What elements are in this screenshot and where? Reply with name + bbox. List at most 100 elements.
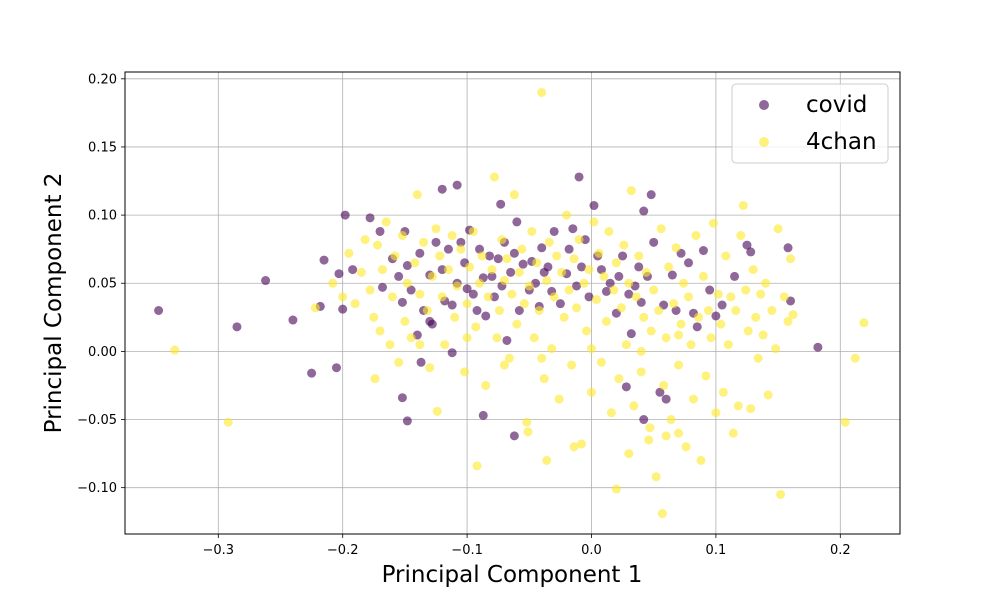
4chan-point xyxy=(582,326,592,336)
4chan-point xyxy=(783,316,793,326)
4chan-point xyxy=(753,353,763,363)
4chan-point xyxy=(679,278,689,288)
4chan-point xyxy=(619,240,629,250)
4chan-point xyxy=(674,428,684,438)
covid-point xyxy=(447,300,457,310)
4chan-point xyxy=(522,417,532,427)
4chan-point xyxy=(621,340,631,350)
4chan-point xyxy=(460,367,470,377)
y-axis-label: Principal Component 2 xyxy=(41,173,67,434)
covid-point xyxy=(639,206,649,216)
4chan-point xyxy=(701,371,711,381)
legend-label-4chan: 4chan xyxy=(806,129,877,155)
4chan-point xyxy=(432,406,442,416)
covid-point xyxy=(481,311,491,321)
4chan-point xyxy=(654,305,664,315)
covid-point xyxy=(543,262,553,272)
covid-point xyxy=(437,265,447,275)
covid-point xyxy=(624,289,634,299)
x-tick-label: −0.1 xyxy=(451,543,483,558)
covid-point xyxy=(402,416,412,426)
4chan-point xyxy=(771,344,781,354)
4chan-point xyxy=(664,262,674,272)
4chan-point xyxy=(547,344,557,354)
4chan-point xyxy=(696,455,706,465)
4chan-point xyxy=(356,267,366,277)
4chan-point xyxy=(786,254,796,264)
axis-ticks: −0.3 −0.2 −0.1 0.0 0.1 0.2 −0.10 −0.05 0.00 0.05 0… xyxy=(77,72,850,558)
4chan-point xyxy=(527,226,537,236)
4chan-point xyxy=(686,340,696,350)
4chan-point xyxy=(537,353,547,363)
x-tick-label: −0.2 xyxy=(327,543,359,558)
covid-point xyxy=(661,394,671,404)
4chan-point xyxy=(350,299,360,309)
4chan-point xyxy=(562,210,572,220)
4chan-point xyxy=(584,265,594,275)
4chan-point xyxy=(472,461,482,471)
4chan-point xyxy=(431,224,441,234)
4chan-point xyxy=(375,326,385,336)
4chan-point xyxy=(514,267,524,277)
4chan-point xyxy=(519,299,529,309)
4chan-point xyxy=(850,353,860,363)
4chan-point xyxy=(462,299,472,309)
covid-point xyxy=(406,285,416,295)
4chan-point xyxy=(483,292,493,302)
4chan-point xyxy=(468,226,478,236)
4chan-point xyxy=(773,224,783,234)
4chan-point xyxy=(669,299,679,309)
y-tick-label: 0.05 xyxy=(88,277,117,292)
4chan-point xyxy=(741,285,751,295)
covid-point xyxy=(711,311,721,321)
4chan-point xyxy=(596,357,606,367)
covid-point xyxy=(813,342,823,352)
4chan-point xyxy=(542,276,552,286)
covid-point xyxy=(468,289,478,299)
covid-point xyxy=(614,271,624,281)
4chan-point xyxy=(840,417,850,427)
4chan-point xyxy=(567,360,577,370)
4chan-point xyxy=(559,312,569,322)
4chan-point xyxy=(629,401,639,411)
covid-point xyxy=(489,292,499,302)
4chan-point xyxy=(532,258,542,268)
4chan-point xyxy=(788,310,798,320)
covid-point xyxy=(502,335,512,345)
4chan-point xyxy=(365,285,375,295)
covid-point xyxy=(655,387,665,397)
4chan-point xyxy=(651,472,661,482)
y-tick-label: −0.05 xyxy=(77,413,117,428)
4chan-point xyxy=(641,267,651,277)
4chan-point xyxy=(756,289,766,299)
4chan-point xyxy=(674,330,684,340)
4chan-point xyxy=(569,442,579,452)
covid-point xyxy=(692,322,702,332)
4chan-point xyxy=(381,217,391,227)
4chan-point xyxy=(601,316,611,326)
covid-point xyxy=(506,267,516,277)
4chan-point xyxy=(378,265,388,275)
legend-marker-covid xyxy=(759,100,769,110)
4chan-point xyxy=(684,292,694,302)
4chan-point xyxy=(499,276,509,286)
y-tick-label: 0.10 xyxy=(88,209,117,224)
4chan-point xyxy=(422,305,432,315)
covid-point xyxy=(331,363,341,373)
4chan-point xyxy=(427,271,437,281)
covid-point xyxy=(475,244,485,254)
covid-point xyxy=(397,297,407,307)
4chan-point xyxy=(656,224,666,234)
4chan-point xyxy=(328,278,338,288)
4chan-point xyxy=(779,292,789,302)
covid-point xyxy=(605,278,615,288)
4chan-point xyxy=(738,201,748,211)
4chan-point xyxy=(639,312,649,322)
4chan-point xyxy=(437,292,447,302)
4chan-point xyxy=(504,353,514,363)
4chan-point xyxy=(609,285,619,295)
4chan-point xyxy=(634,251,644,261)
covid-point xyxy=(509,431,519,441)
covid-point xyxy=(518,259,528,269)
